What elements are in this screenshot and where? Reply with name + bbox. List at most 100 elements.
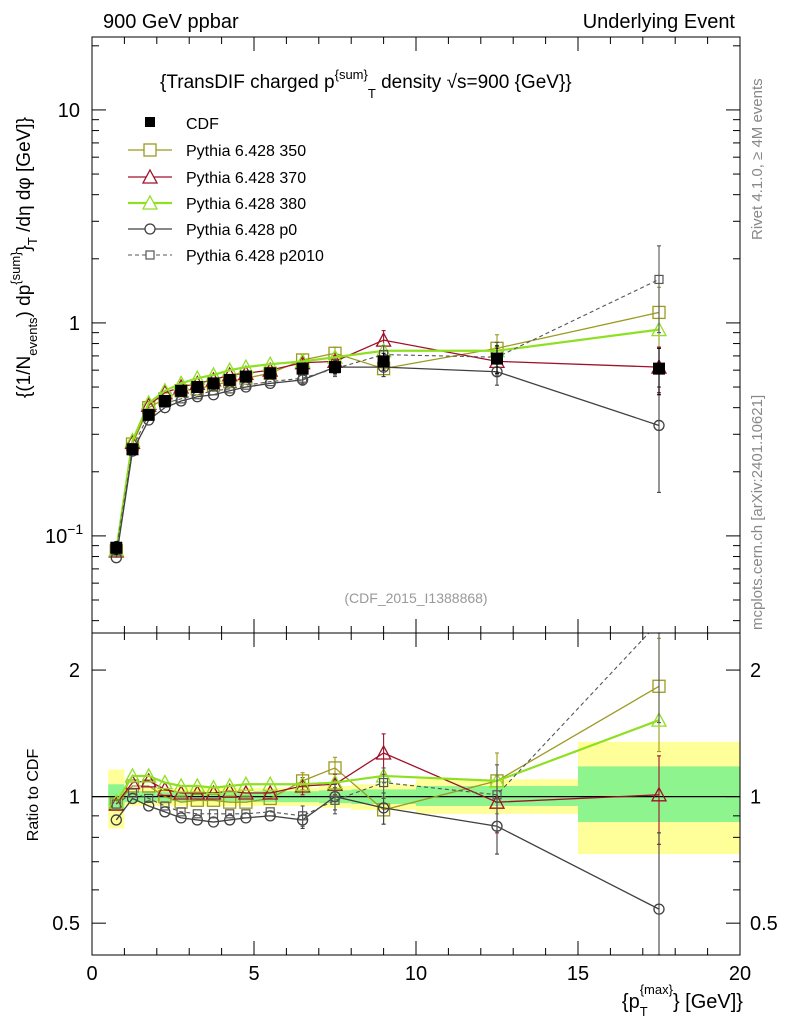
ratio-point-p2010: [144, 793, 154, 804]
ratio-xtick-label: 20: [729, 963, 751, 985]
series-line-p0: [115, 366, 660, 558]
point-cdf: [207, 377, 220, 390]
ratio-point-p370: [140, 772, 157, 788]
point-p380: [650, 321, 668, 337]
ratio-point-p2010: [379, 777, 389, 788]
ratio-xlabel: {pT{max}} [GeV]}: [622, 982, 743, 1019]
ratio-ytick-label-right: 1: [750, 787, 761, 809]
ratio-point-p2010: [208, 809, 219, 819]
legend-item-p370: Pythia 6.428 370: [128, 168, 306, 187]
legend-item-p350: Pythia 6.428 350: [128, 143, 306, 160]
ratio-point-p380: [262, 775, 279, 791]
ratio-line-p2010: [115, 633, 650, 817]
ratio-point-p380: [124, 767, 141, 783]
ratio-point-p2010: [160, 801, 170, 811]
legend-label-p370: Pythia 6.428 370: [186, 170, 306, 187]
ratio-ytick-label: 2: [69, 660, 80, 682]
ratio-point-p2010: [127, 788, 138, 798]
ratio-point-p0: [207, 816, 220, 828]
series-p2010: [111, 245, 664, 556]
ratio-point-p0: [264, 810, 276, 822]
ratio-point-p0: [240, 812, 252, 824]
ratio-point-p370: [205, 784, 222, 800]
ratio-point-p0: [143, 800, 155, 812]
point-cdf: [491, 352, 503, 365]
ratio-point-p380: [237, 775, 254, 791]
ratio-point-p0: [224, 814, 236, 826]
series-line-p380: [115, 328, 660, 551]
ratio-point-p370: [650, 786, 668, 802]
ratio-point-p350: [239, 795, 253, 809]
ratio-point-p0: [653, 903, 665, 915]
legend-marker-cdf: [145, 117, 155, 127]
ratio-point-p370: [262, 784, 279, 800]
ratio-ylabel: Ratio to CDF: [25, 749, 42, 842]
point-cdf: [264, 367, 277, 380]
ratio-frame: [91, 632, 741, 956]
legend-label-p0: Pythia 6.428 p0: [186, 222, 297, 239]
series-p350: [109, 286, 666, 558]
ratio-point-p2010: [111, 799, 121, 809]
legend-label-cdf: CDF: [186, 116, 219, 133]
ratio-point-p380: [156, 774, 173, 790]
ratio-point-p370: [375, 744, 392, 760]
ratio-point-p0: [126, 792, 139, 805]
ratio-point-p0: [377, 802, 390, 814]
legend-item-cdf: CDF: [145, 116, 219, 133]
point-cdf: [191, 381, 204, 394]
legend-item-p380: Pythia 6.428 380: [128, 194, 306, 213]
legend-item-p0: Pythia 6.428 p0: [128, 222, 297, 239]
legend-label-p380: Pythia 6.428 380: [186, 196, 306, 213]
series-line-p350: [115, 311, 660, 552]
ratio-point-p350: [190, 793, 204, 807]
ratio-point-p2010: [192, 809, 202, 819]
ratio-point-p380: [294, 775, 311, 791]
point-cdf: [142, 408, 155, 421]
point-cdf: [296, 362, 309, 375]
main-title: {TransDIF charged p{sum}T density √s=900…: [160, 67, 572, 101]
main-panel: 10−1 1 10 {TransDIF charged p{sum}T densit…: [8, 36, 741, 634]
point-cdf: [377, 355, 390, 368]
ratio-point-p370: [237, 784, 254, 800]
ratio-point-p2010: [492, 790, 502, 800]
ratio-ytick-label: 0.5: [52, 913, 80, 935]
ratio-point-p350: [158, 789, 172, 804]
ratio-point-p2010: [298, 811, 308, 821]
ratio-point-p370: [221, 782, 238, 798]
point-cdf: [223, 373, 236, 386]
ratio-point-p380: [173, 777, 190, 793]
ratio-xtick-label: 0: [86, 963, 97, 985]
legend-label-p350: Pythia 6.428 350: [186, 143, 306, 160]
point-cdf: [110, 541, 123, 554]
ratio-xtick-label: 10: [405, 963, 427, 985]
ratio-panel: 0.5 0.51 12 20 5 10 15 20 Ratio to CDF {pT{max}…: [25, 632, 778, 1019]
legend-marker-p0: [144, 223, 156, 235]
legend-item-p2010: Pythia 6.428 p2010: [128, 248, 324, 265]
ratio-ytick-label-right: 2: [750, 660, 761, 682]
main-ytick-label: 10: [58, 100, 80, 122]
ratio-point-p380: [650, 711, 668, 727]
analysis-id: (CDF_2015_I1388868): [344, 590, 487, 606]
ratio-series-p2010: [111, 632, 661, 832]
point-cdf: [126, 443, 139, 456]
ratio-xtick-label: 5: [248, 963, 259, 985]
header-left: 900 GeV ppbar: [103, 11, 239, 33]
ratio-xtick-label: 15: [567, 963, 589, 985]
point-p2010: [654, 274, 664, 285]
point-cdf: [175, 384, 188, 397]
main-ytick-label: 10−1: [45, 521, 83, 548]
ratio-point-p0: [110, 814, 122, 826]
ratio-point-p380: [189, 777, 206, 793]
legend-marker-p2010: [145, 250, 155, 260]
ratio-point-p0: [159, 806, 171, 818]
ratio-point-p2010: [241, 809, 251, 819]
ratio-point-p350: [223, 795, 237, 809]
ratio-point-p380: [205, 779, 222, 795]
point-p0: [207, 389, 220, 401]
legend-label-p2010: Pythia 6.428 p2010: [186, 248, 324, 265]
mcplots-label: mcplots.cern.ch [arXiv:2401.10621]: [749, 395, 766, 630]
main-ytick-label: 1: [69, 313, 80, 335]
ratio-point-p2010: [330, 795, 340, 805]
ratio-line-p0: [115, 795, 660, 910]
